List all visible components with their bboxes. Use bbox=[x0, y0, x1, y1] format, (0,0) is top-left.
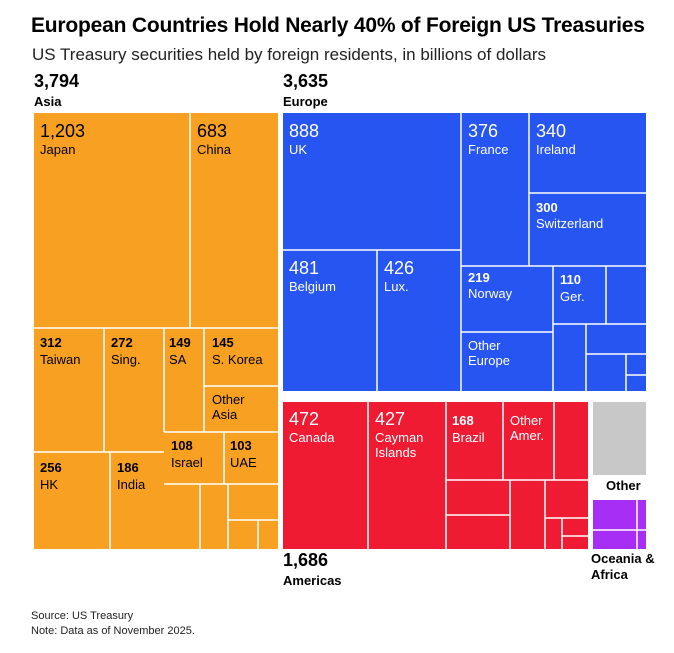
south-korea-name: S. Korea bbox=[212, 352, 263, 367]
belgium-name: Belgium bbox=[289, 279, 336, 294]
norway-name: Norway bbox=[468, 286, 513, 301]
india-name: India bbox=[117, 477, 146, 492]
brazil-value: 168 bbox=[452, 413, 474, 428]
europe-group-value: 3,635 bbox=[283, 71, 329, 91]
china-value: 683 bbox=[197, 121, 227, 141]
chart-subtitle: US Treasury securities held by foreign r… bbox=[32, 45, 547, 64]
oceania-africa-group-name: Oceania & Africa bbox=[591, 551, 661, 583]
cayman-islands-name-line-1: Islands bbox=[375, 445, 417, 460]
ireland-value: 340 bbox=[536, 121, 566, 141]
oceania-africa-label: Oceania & Africa bbox=[591, 551, 655, 582]
canada-name: Canada bbox=[289, 430, 335, 445]
asia-group-name: Asia bbox=[34, 94, 62, 109]
uae-name: UAE bbox=[230, 455, 257, 470]
japan-value: 1,203 bbox=[40, 121, 85, 141]
chart-title: European Countries Hold Nearly 40% of Fo… bbox=[31, 14, 645, 37]
india-value: 186 bbox=[117, 460, 139, 475]
norway-value: 219 bbox=[468, 270, 490, 285]
taiwan-name: Taiwan bbox=[40, 352, 80, 367]
luxembourg-name: Lux. bbox=[384, 279, 409, 294]
south-korea-value: 145 bbox=[212, 335, 234, 350]
germany-name: Ger. bbox=[560, 289, 585, 304]
americas-group-value: 1,686 bbox=[283, 550, 329, 570]
uae-value: 103 bbox=[230, 438, 252, 453]
data-note: Note: Data as of November 2025. bbox=[31, 625, 195, 637]
ireland-name: Ireland bbox=[536, 142, 576, 157]
other-group-name: Other bbox=[606, 478, 641, 493]
brazil-name: Brazil bbox=[452, 430, 485, 445]
americas-group-name: Americas bbox=[283, 573, 342, 588]
switzerland-value: 300 bbox=[536, 200, 558, 215]
cayman-islands-name-line-0: Cayman bbox=[375, 430, 423, 445]
other-americas-name-line-0: Other bbox=[510, 413, 543, 428]
china-name: China bbox=[197, 142, 232, 157]
other-asia-name-line-1: Asia bbox=[212, 407, 238, 422]
uk-name: UK bbox=[289, 142, 307, 157]
singapore-name: Sing. bbox=[111, 352, 141, 367]
asia-block bbox=[34, 113, 278, 549]
israel-name: Israel bbox=[171, 455, 203, 470]
europe-block bbox=[283, 113, 646, 391]
france-value: 376 bbox=[468, 121, 498, 141]
france-name: France bbox=[468, 142, 508, 157]
hong-kong-name: HK bbox=[40, 477, 58, 492]
cayman-islands-value: 427 bbox=[375, 409, 405, 429]
saudi-arabia-name: SA bbox=[169, 352, 187, 367]
canada-value: 472 bbox=[289, 409, 319, 429]
other-americas-name-line-1: Amer. bbox=[510, 428, 544, 443]
luxembourg-value: 426 bbox=[384, 258, 414, 278]
hong-kong-value: 256 bbox=[40, 460, 62, 475]
uk-value: 888 bbox=[289, 121, 319, 141]
israel-value: 108 bbox=[171, 438, 193, 453]
belgium-value: 481 bbox=[289, 258, 319, 278]
other-asia-name-line-0: Other bbox=[212, 392, 245, 407]
source-note: Source: US Treasury bbox=[31, 610, 134, 622]
europe-group-name: Europe bbox=[283, 94, 328, 109]
other-europe-name-line-1: Europe bbox=[468, 353, 510, 368]
japan-name: Japan bbox=[40, 142, 75, 157]
oceania-africa-block bbox=[593, 500, 646, 549]
taiwan-value: 312 bbox=[40, 335, 62, 350]
asia-group-value: 3,794 bbox=[34, 71, 80, 91]
other-block bbox=[593, 402, 646, 475]
americas-block bbox=[283, 402, 588, 549]
other-europe-name-line-0: Other bbox=[468, 338, 501, 353]
germany-value: 110 bbox=[560, 272, 581, 287]
switzerland-name: Switzerland bbox=[536, 216, 603, 231]
singapore-value: 272 bbox=[111, 335, 133, 350]
saudi-arabia-value: 149 bbox=[169, 335, 191, 350]
